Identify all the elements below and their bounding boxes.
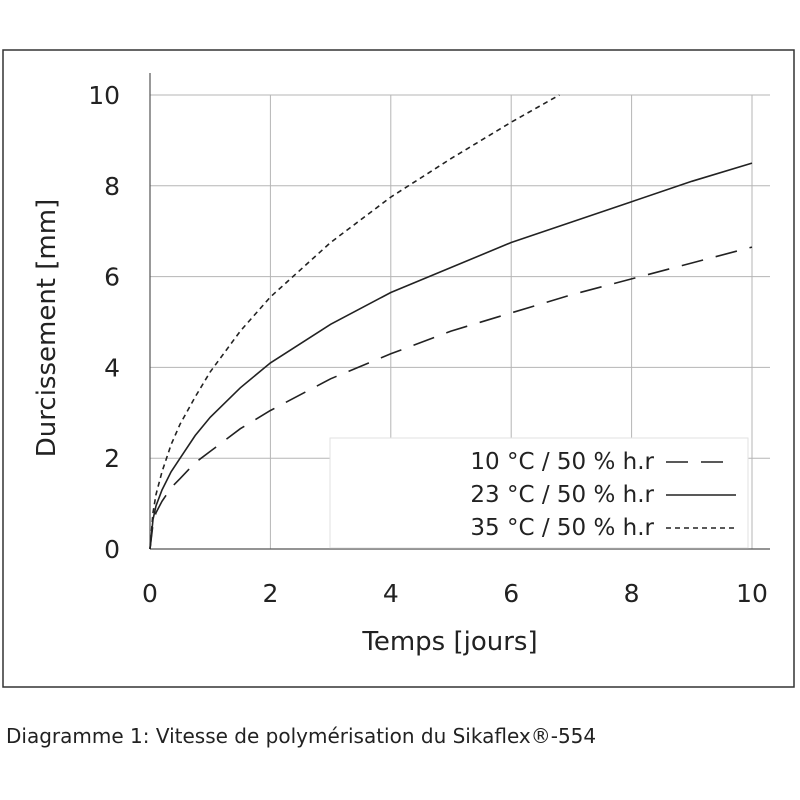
legend-entry-label: 23 °C / 50 % h.r <box>470 482 654 508</box>
y-tick-label: 10 <box>88 81 120 110</box>
x-tick-label: 2 <box>262 579 278 608</box>
x-axis-title: Temps [jours] <box>361 627 537 657</box>
legend-entry-label: 10 °C / 50 % h.r <box>470 449 654 475</box>
y-tick-label: 4 <box>104 353 120 382</box>
x-tick-label: 10 <box>736 579 768 608</box>
y-tick-label: 0 <box>104 535 120 564</box>
axes: 0 2 4 6 8 10 0 2 4 6 8 10 <box>88 73 770 608</box>
x-tick-label: 8 <box>624 579 640 608</box>
x-tick-label: 6 <box>503 579 519 608</box>
x-tick-label: 0 <box>142 579 158 608</box>
y-tick-label: 2 <box>104 444 120 473</box>
y-axis-title: Durcissement [mm] <box>32 199 62 457</box>
x-tick-label: 4 <box>383 579 399 608</box>
series-line-2 <box>149 162 753 550</box>
chart-border <box>2 49 795 688</box>
series-group <box>149 94 753 550</box>
legend: 10 °C / 50 % h.r 23 °C / 50 % h.r 35 °C / … <box>329 437 749 549</box>
legend-entry-label: 35 °C / 50 % h.r <box>470 515 654 541</box>
legend-box <box>329 437 749 549</box>
y-tick-label: 6 <box>104 263 120 292</box>
figure-caption: Diagramme 1: Vitesse de polymérisation d… <box>6 724 597 748</box>
series-line-1 <box>149 246 753 550</box>
series-line-3 <box>149 94 560 550</box>
y-tick-label: 8 <box>104 172 120 201</box>
